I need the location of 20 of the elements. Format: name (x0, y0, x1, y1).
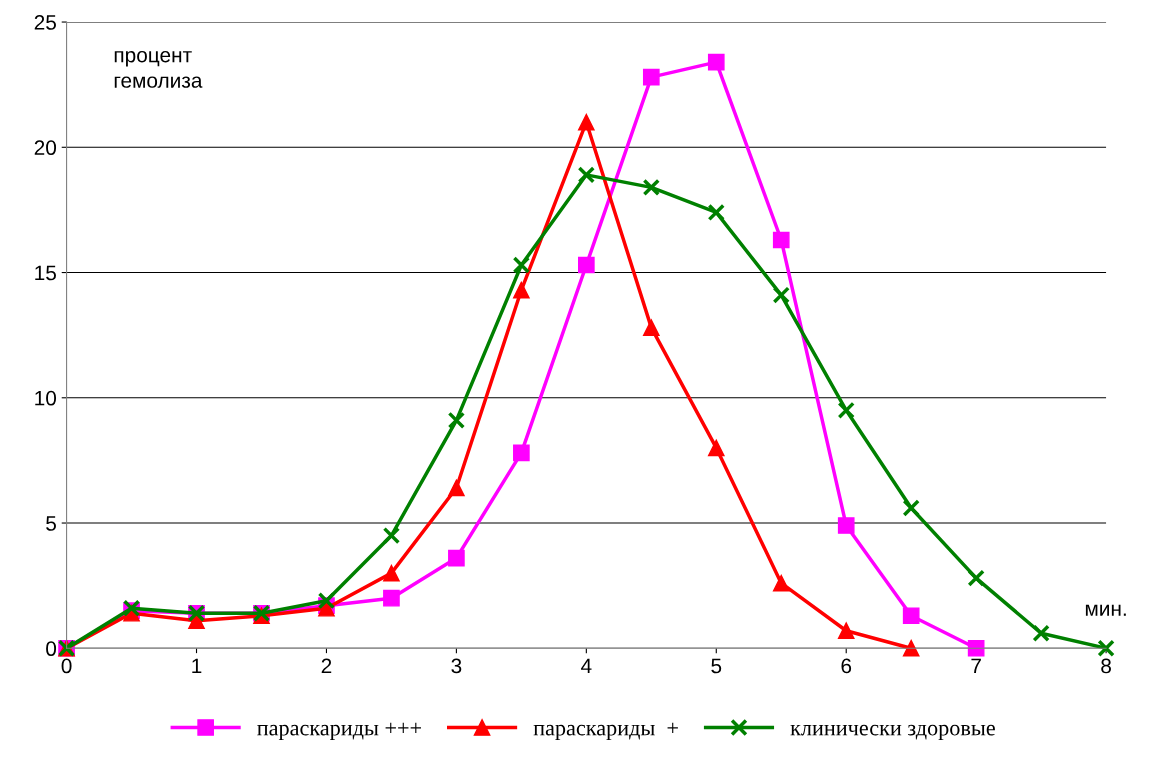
x-tick-label: 0 (61, 658, 72, 674)
x-axis-title: мин. (1085, 604, 1126, 616)
legend-label: клинически здоровые (790, 724, 995, 740)
y-axis-title: процент гемолиза (114, 50, 203, 88)
x-tick-label: 4 (581, 658, 592, 674)
y-tick-label: 0 (46, 641, 57, 657)
x-tick-label: 3 (451, 658, 462, 674)
x-tick-label: 8 (1101, 658, 1111, 674)
legend-label: параскариды +++ (257, 722, 421, 740)
x-tick-label: 2 (321, 658, 332, 674)
y-tick-label: 20 (34, 140, 57, 156)
y-tick-label: 10 (35, 390, 57, 406)
y-tick-label: 5 (46, 516, 56, 531)
x-tick-label: 1 (192, 658, 202, 674)
x-tick-label: 7 (971, 658, 981, 674)
y-tick-label: 15 (35, 265, 56, 281)
legend-label: параскариды + (533, 722, 678, 740)
x-tick-label: 6 (841, 658, 852, 674)
x-tick-label: 5 (711, 658, 722, 674)
y-tick-label: 25 (34, 15, 56, 30)
